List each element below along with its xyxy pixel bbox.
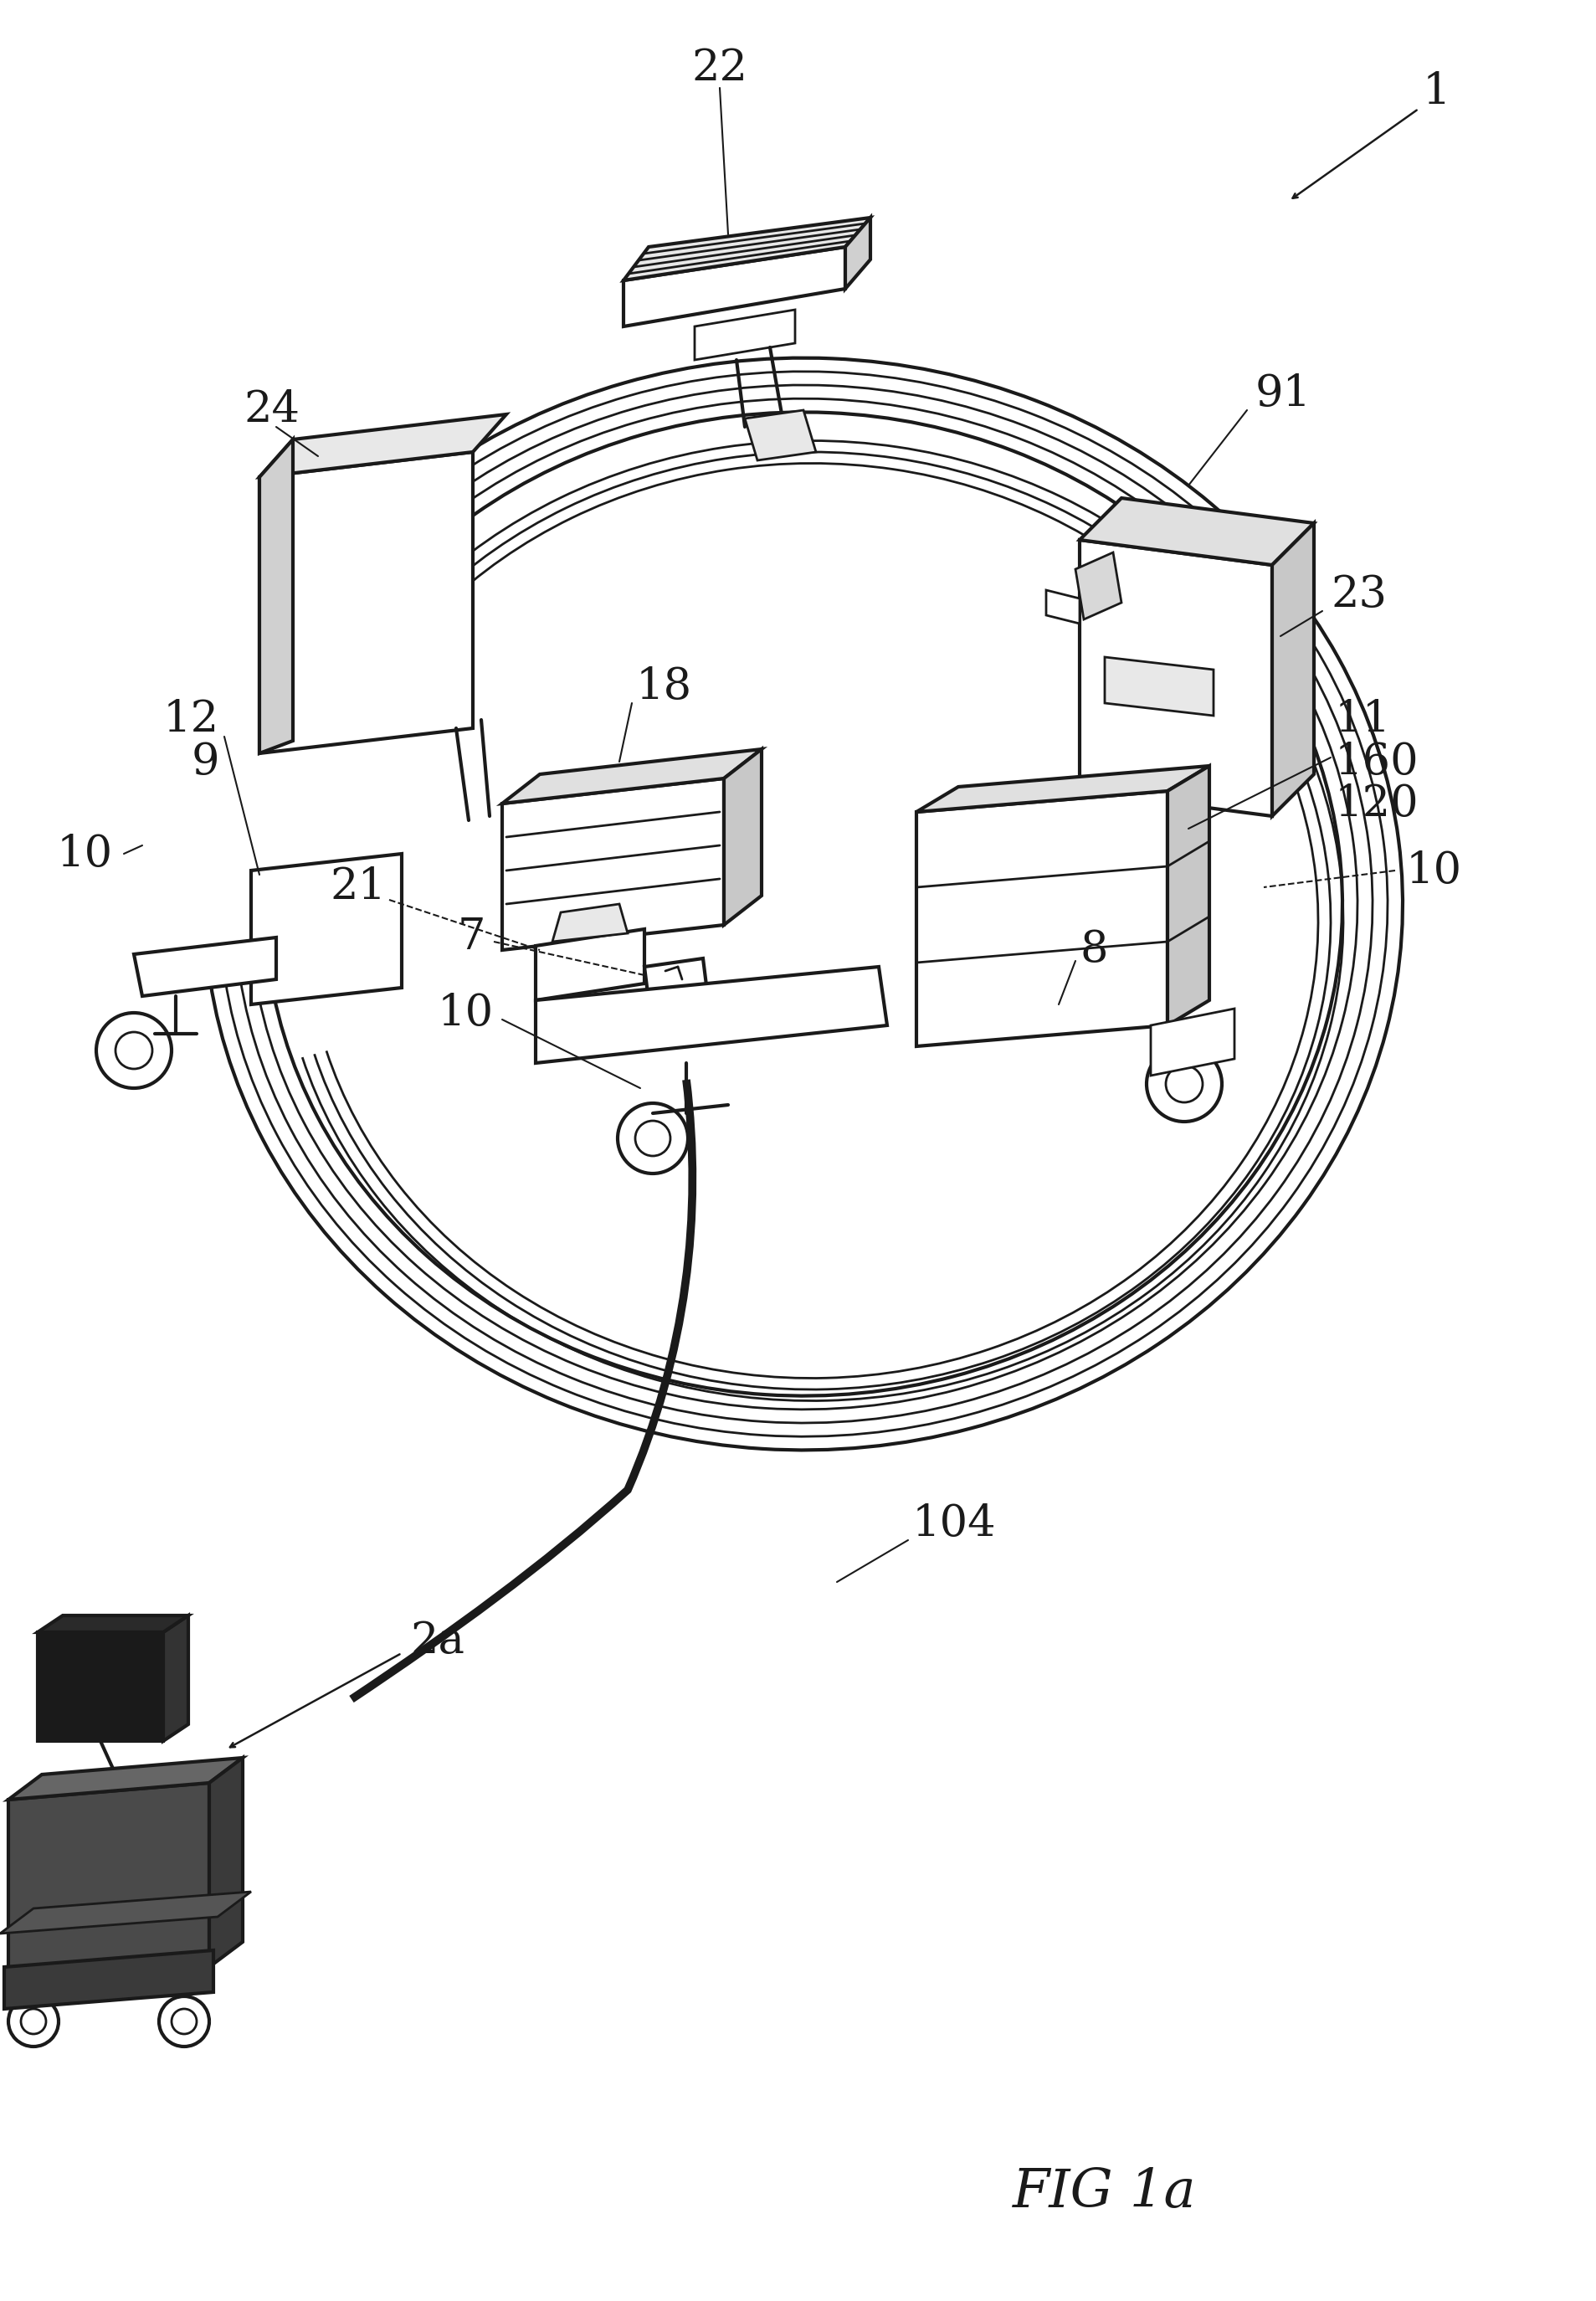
Polygon shape — [260, 439, 294, 752]
Text: 1: 1 — [1422, 71, 1451, 113]
Polygon shape — [916, 792, 1168, 1047]
Polygon shape — [251, 854, 402, 1006]
Polygon shape — [624, 246, 846, 327]
Polygon shape — [209, 1758, 243, 1967]
Polygon shape — [1168, 766, 1210, 1026]
Polygon shape — [38, 1631, 163, 1742]
Polygon shape — [745, 410, 816, 460]
Text: 120: 120 — [1334, 782, 1419, 824]
Polygon shape — [1104, 658, 1213, 716]
Text: 23: 23 — [1331, 573, 1387, 617]
Polygon shape — [8, 1783, 209, 1983]
Polygon shape — [38, 1615, 188, 1631]
Text: 18: 18 — [637, 665, 693, 709]
Text: 10: 10 — [57, 833, 113, 874]
Text: 10: 10 — [437, 992, 493, 1033]
Polygon shape — [694, 311, 795, 359]
Text: 9: 9 — [192, 741, 219, 782]
Text: 2a: 2a — [410, 1620, 464, 1661]
Polygon shape — [725, 750, 761, 925]
Polygon shape — [260, 414, 506, 476]
Polygon shape — [503, 750, 761, 803]
Polygon shape — [0, 1891, 251, 1933]
Polygon shape — [1045, 589, 1079, 624]
Polygon shape — [1272, 522, 1314, 817]
Text: 8: 8 — [1079, 930, 1108, 971]
Polygon shape — [536, 966, 887, 1063]
Polygon shape — [1151, 1008, 1234, 1075]
Polygon shape — [552, 904, 627, 941]
Text: 21: 21 — [330, 865, 386, 909]
Polygon shape — [260, 451, 472, 752]
Polygon shape — [1079, 541, 1272, 817]
Polygon shape — [916, 766, 1210, 812]
Polygon shape — [163, 1615, 188, 1742]
Polygon shape — [1076, 552, 1122, 619]
Polygon shape — [645, 960, 707, 1001]
Text: FIG 1a: FIG 1a — [1013, 2168, 1197, 2218]
Text: 104: 104 — [913, 1503, 996, 1544]
Text: 22: 22 — [691, 48, 749, 90]
Polygon shape — [624, 219, 870, 281]
Text: 91: 91 — [1256, 373, 1312, 414]
Polygon shape — [134, 937, 276, 996]
Polygon shape — [503, 778, 725, 950]
Polygon shape — [846, 219, 870, 290]
Text: 160: 160 — [1334, 741, 1419, 782]
Polygon shape — [8, 1758, 243, 1799]
Polygon shape — [1079, 497, 1314, 566]
Text: 12: 12 — [163, 700, 219, 741]
Text: 7: 7 — [458, 916, 485, 960]
Text: 11: 11 — [1334, 700, 1392, 741]
Polygon shape — [5, 1951, 214, 2009]
Text: 10: 10 — [1406, 849, 1462, 893]
Polygon shape — [536, 930, 645, 1001]
Text: 24: 24 — [244, 389, 300, 433]
